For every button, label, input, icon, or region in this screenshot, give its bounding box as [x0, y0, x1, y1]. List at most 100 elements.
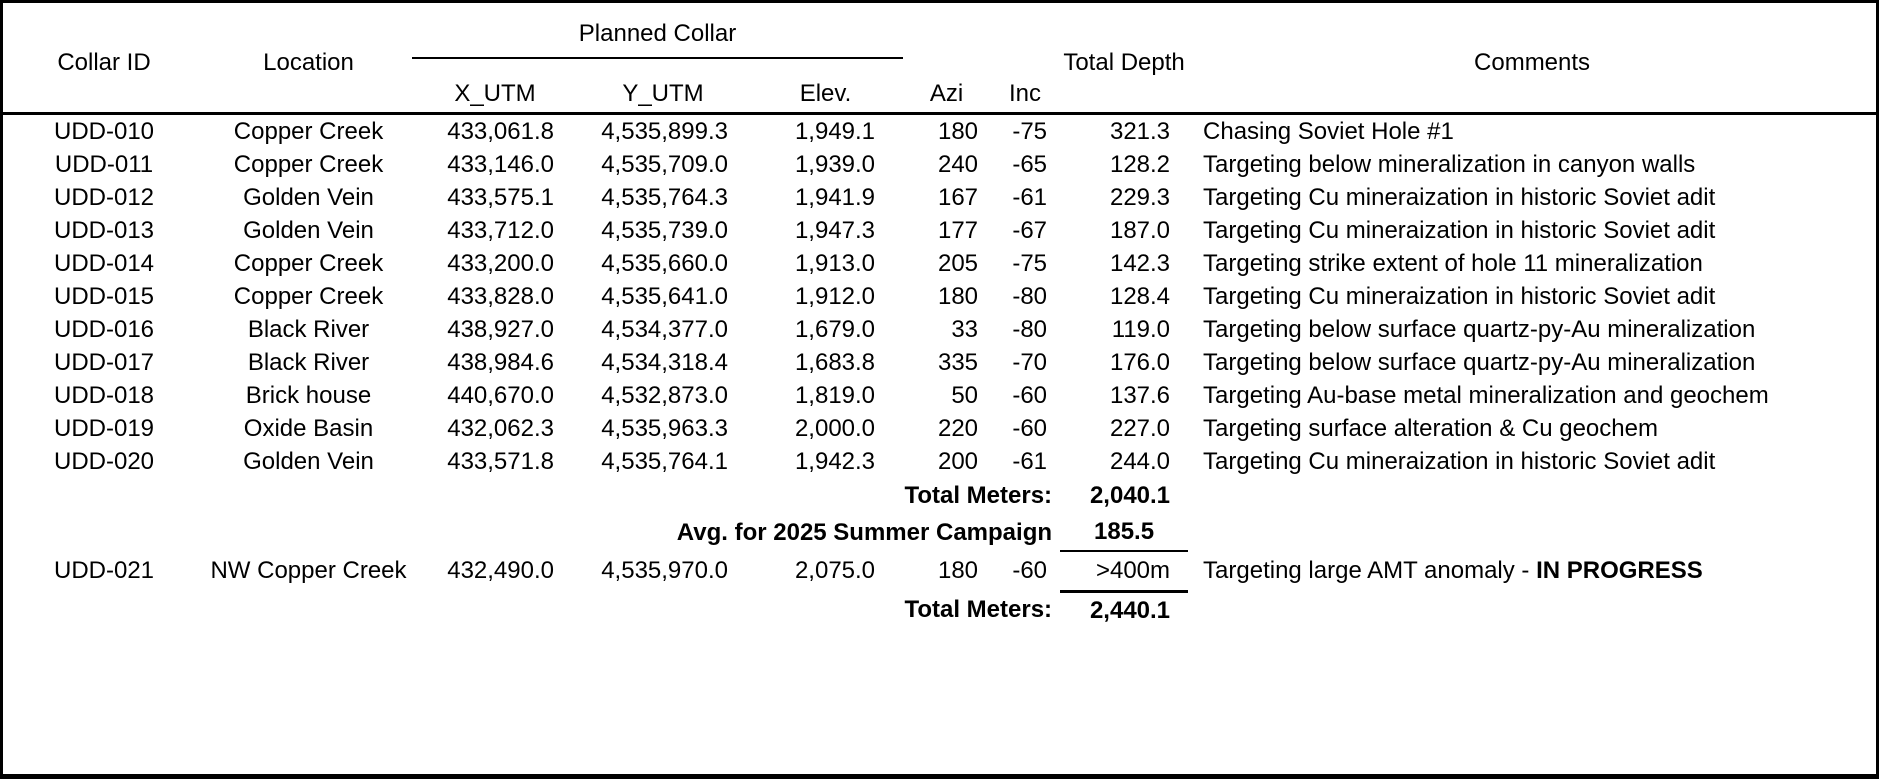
table-row: UDD-011 Copper Creek 433,146.0 4,535,709.0 1… [3, 148, 1876, 181]
cell-inc: -75 [1012, 249, 1048, 277]
cell-y-utm: 4,535,970.0 [601, 557, 728, 585]
header-spacer [903, 3, 1060, 58]
table-row: UDD-014 Copper Creek 433,200.0 4,535,660.0 1… [3, 247, 1876, 280]
cell-y-utm: 4,535,764.3 [601, 183, 728, 211]
cell-location: Black River [247, 315, 370, 343]
cell-elev: 1,679.0 [794, 315, 876, 343]
cell-x-utm: 440,670.0 [447, 381, 554, 409]
cell-collar-id: UDD-012 [53, 183, 155, 211]
cell-comments: Targeting below surface quartz-py-Au min… [1203, 315, 1756, 343]
cell-inc: -60 [1012, 414, 1048, 442]
cell-x-utm: 432,490.0 [447, 557, 554, 585]
cell-location: NW Copper Creek [210, 557, 407, 585]
cell-azi: 205 [937, 249, 979, 277]
cell-azi: 180 [937, 557, 979, 585]
cell-elev: 1,913.0 [794, 249, 876, 277]
cell-total-depth: 119.0 [1111, 315, 1171, 343]
cell-x-utm: 433,061.8 [412, 112, 578, 148]
cell-total-depth: 142.3 [1109, 249, 1171, 277]
cell-y-utm: 4,535,899.3 [578, 112, 748, 148]
header-planned-collar: Planned Collar [412, 3, 904, 59]
cell-comments: Targeting Cu mineraization in historic S… [1203, 447, 1716, 475]
total-meters-row: Total Meters: 2,040.1 [3, 478, 1876, 514]
cell-elev: 1,939.0 [794, 150, 876, 178]
cell-location: Golden Vein [243, 447, 374, 475]
drill-collar-table: Collar ID Location Planned Collar Total … [3, 3, 1876, 629]
cell-x-utm: 433,828.0 [447, 282, 554, 310]
grand-total-row: Total Meters: 2,440.1 [3, 592, 1876, 630]
cell-azi: 240 [937, 150, 979, 178]
cell-location: Copper Creek [233, 249, 384, 277]
cell-elev: 2,075.0 [794, 557, 876, 585]
cell-collar-id: UDD-016 [53, 315, 155, 343]
cell-inc: -80 [1012, 315, 1048, 343]
cell-collar-id: UDD-017 [53, 348, 155, 376]
cell-y-utm: 4,535,963.3 [601, 414, 728, 442]
cell-total-depth: 128.2 [1109, 150, 1171, 178]
cell-inc: -80 [1012, 282, 1048, 310]
cell-x-utm: 433,146.0 [447, 150, 554, 178]
cell-azi: 180 [903, 112, 991, 148]
header-inc: Inc [1009, 80, 1042, 107]
header-collar-id: Collar ID [57, 48, 151, 76]
header-y-utm: Y_UTM [622, 80, 704, 107]
cell-elev: 1,912.0 [794, 282, 876, 310]
cell-inc: -60 [1012, 381, 1048, 409]
cell-comments: Targeting Au-base metal mineralization a… [1203, 381, 1769, 409]
cell-x-utm: 433,575.1 [447, 183, 554, 211]
cell-x-utm: 432,062.3 [447, 414, 554, 442]
cell-comments: Targeting surface alteration & Cu geoche… [1203, 414, 1658, 442]
cell-elev: 1,942.3 [794, 447, 876, 475]
table-row: UDD-017 Black River 438,984.6 4,534,318.4 1,… [3, 346, 1876, 379]
cell-total-depth: >400m [1060, 551, 1189, 593]
empty-cell [1188, 478, 1876, 514]
cell-inc: -61 [1012, 447, 1048, 475]
avg-campaign-label: Avg. for 2025 Summer Campaign [676, 518, 1053, 546]
cell-inc: -75 [990, 112, 1061, 148]
header-total-depth: Total Depth [1063, 48, 1185, 76]
table-row: UDD-020 Golden Vein 433,571.8 4,535,764.1 1,… [3, 445, 1876, 478]
header-row-top: Collar ID Location Planned Collar Total … [3, 3, 1876, 76]
table-row: UDD-013 Golden Vein 433,712.0 4,535,739.0 1,… [3, 214, 1876, 247]
cell-location: Copper Creek [233, 282, 384, 310]
cell-azi: 180 [937, 282, 979, 310]
table-row: UDD-018 Brick house 440,670.0 4,532,873.0 1,… [3, 379, 1876, 412]
cell-inc: -70 [1012, 348, 1048, 376]
cell-azi: 167 [937, 183, 979, 211]
table-row: UDD-016 Black River 438,927.0 4,534,377.0 1,… [3, 313, 1876, 346]
table-header: Collar ID Location Planned Collar Total … [3, 3, 1876, 114]
avg-campaign-value: 185.5 [1060, 514, 1189, 552]
cell-total-depth: 176.0 [1109, 348, 1171, 376]
cell-collar-id: UDD-020 [53, 447, 155, 475]
empty-cell [1188, 514, 1876, 551]
cell-collar-id: UDD-015 [53, 282, 155, 310]
cell-y-utm: 4,532,873.0 [601, 381, 728, 409]
cell-total-depth: 187.0 [1109, 216, 1171, 244]
header-x-utm: X_UTM [454, 80, 536, 107]
cell-elev: 1,947.3 [794, 216, 876, 244]
cell-x-utm: 433,200.0 [447, 249, 554, 277]
cell-y-utm: 4,535,739.0 [601, 216, 728, 244]
cell-inc: -67 [1012, 216, 1048, 244]
cell-elev: 2,000.0 [794, 414, 876, 442]
cell-location: Black River [247, 348, 370, 376]
cell-elev: 1,819.0 [794, 381, 876, 409]
cell-collar-id: UDD-010 [3, 112, 205, 148]
grand-total-value: 2,440.1 [1089, 597, 1171, 624]
cell-comments: Targeting below surface quartz-py-Au min… [1203, 348, 1756, 376]
total-meters-label: Total Meters: [904, 482, 1053, 509]
cell-y-utm: 4,534,377.0 [601, 315, 728, 343]
cell-location: Brick house [245, 381, 372, 409]
cell-collar-id: UDD-011 [54, 150, 154, 178]
cell-total-depth: 321.3 [1060, 112, 1189, 148]
cell-collar-id: UDD-021 [53, 557, 155, 585]
cell-total-depth: 229.3 [1109, 183, 1171, 211]
cell-location: Oxide Basin [243, 414, 374, 442]
cell-location: Copper Creek [233, 150, 384, 178]
cell-y-utm: 4,534,318.4 [601, 348, 728, 376]
cell-comments: Targeting Cu mineraization in historic S… [1203, 183, 1716, 211]
cell-azi: 50 [951, 381, 979, 409]
cell-comments: Targeting below mineralization in canyon… [1203, 150, 1696, 178]
cell-inc: -61 [1012, 183, 1048, 211]
